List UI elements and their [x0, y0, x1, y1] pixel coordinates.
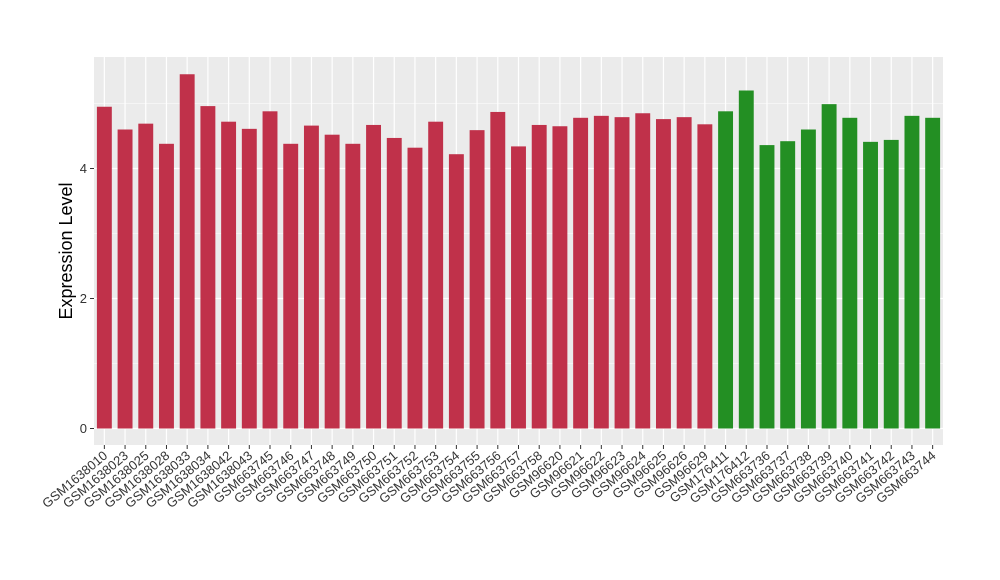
bar: [718, 111, 734, 429]
bar: [655, 119, 671, 429]
bar: [448, 154, 464, 429]
bar: [738, 90, 754, 429]
bar: [883, 139, 899, 429]
y-tick-label: 4: [80, 161, 87, 176]
bar: [428, 121, 444, 429]
bar: [511, 146, 526, 429]
bar: [573, 117, 589, 429]
y-axis-title: Expression Level: [56, 182, 76, 319]
bar: [324, 134, 340, 429]
bar: [490, 111, 506, 429]
bar: [96, 106, 112, 429]
bar: [221, 121, 237, 429]
bar: [117, 129, 133, 429]
bar: [241, 128, 257, 429]
bar: [904, 115, 920, 429]
bar: [863, 141, 878, 429]
bar: [552, 126, 568, 429]
bar: [676, 117, 692, 429]
bar: [283, 143, 299, 429]
bar: [303, 125, 319, 429]
bar: [386, 137, 402, 429]
x-axis: GSM1638010GSM1638023GSM1638025GSM1638028…: [39, 445, 939, 511]
bar: [842, 117, 858, 429]
bar: [469, 130, 485, 429]
bar: [366, 124, 382, 429]
bars: [96, 74, 941, 429]
bar: [614, 117, 630, 429]
bar: [593, 115, 609, 429]
bar: [780, 141, 796, 429]
y-tick-label: 2: [80, 291, 87, 306]
bar: [925, 117, 941, 429]
bar: [759, 145, 775, 429]
bar: [635, 113, 651, 429]
bar: [138, 123, 154, 429]
y-tick-label: 0: [80, 421, 87, 436]
bar: [821, 104, 837, 429]
bar: [407, 147, 423, 429]
bar: [200, 106, 216, 429]
bar: [159, 143, 174, 429]
bar: [697, 124, 713, 429]
bar: [262, 111, 278, 429]
bar: [531, 124, 547, 429]
y-axis: 0 2 4: [80, 161, 94, 436]
bar: [179, 74, 195, 429]
bar: [800, 129, 816, 429]
bar: [345, 143, 361, 429]
